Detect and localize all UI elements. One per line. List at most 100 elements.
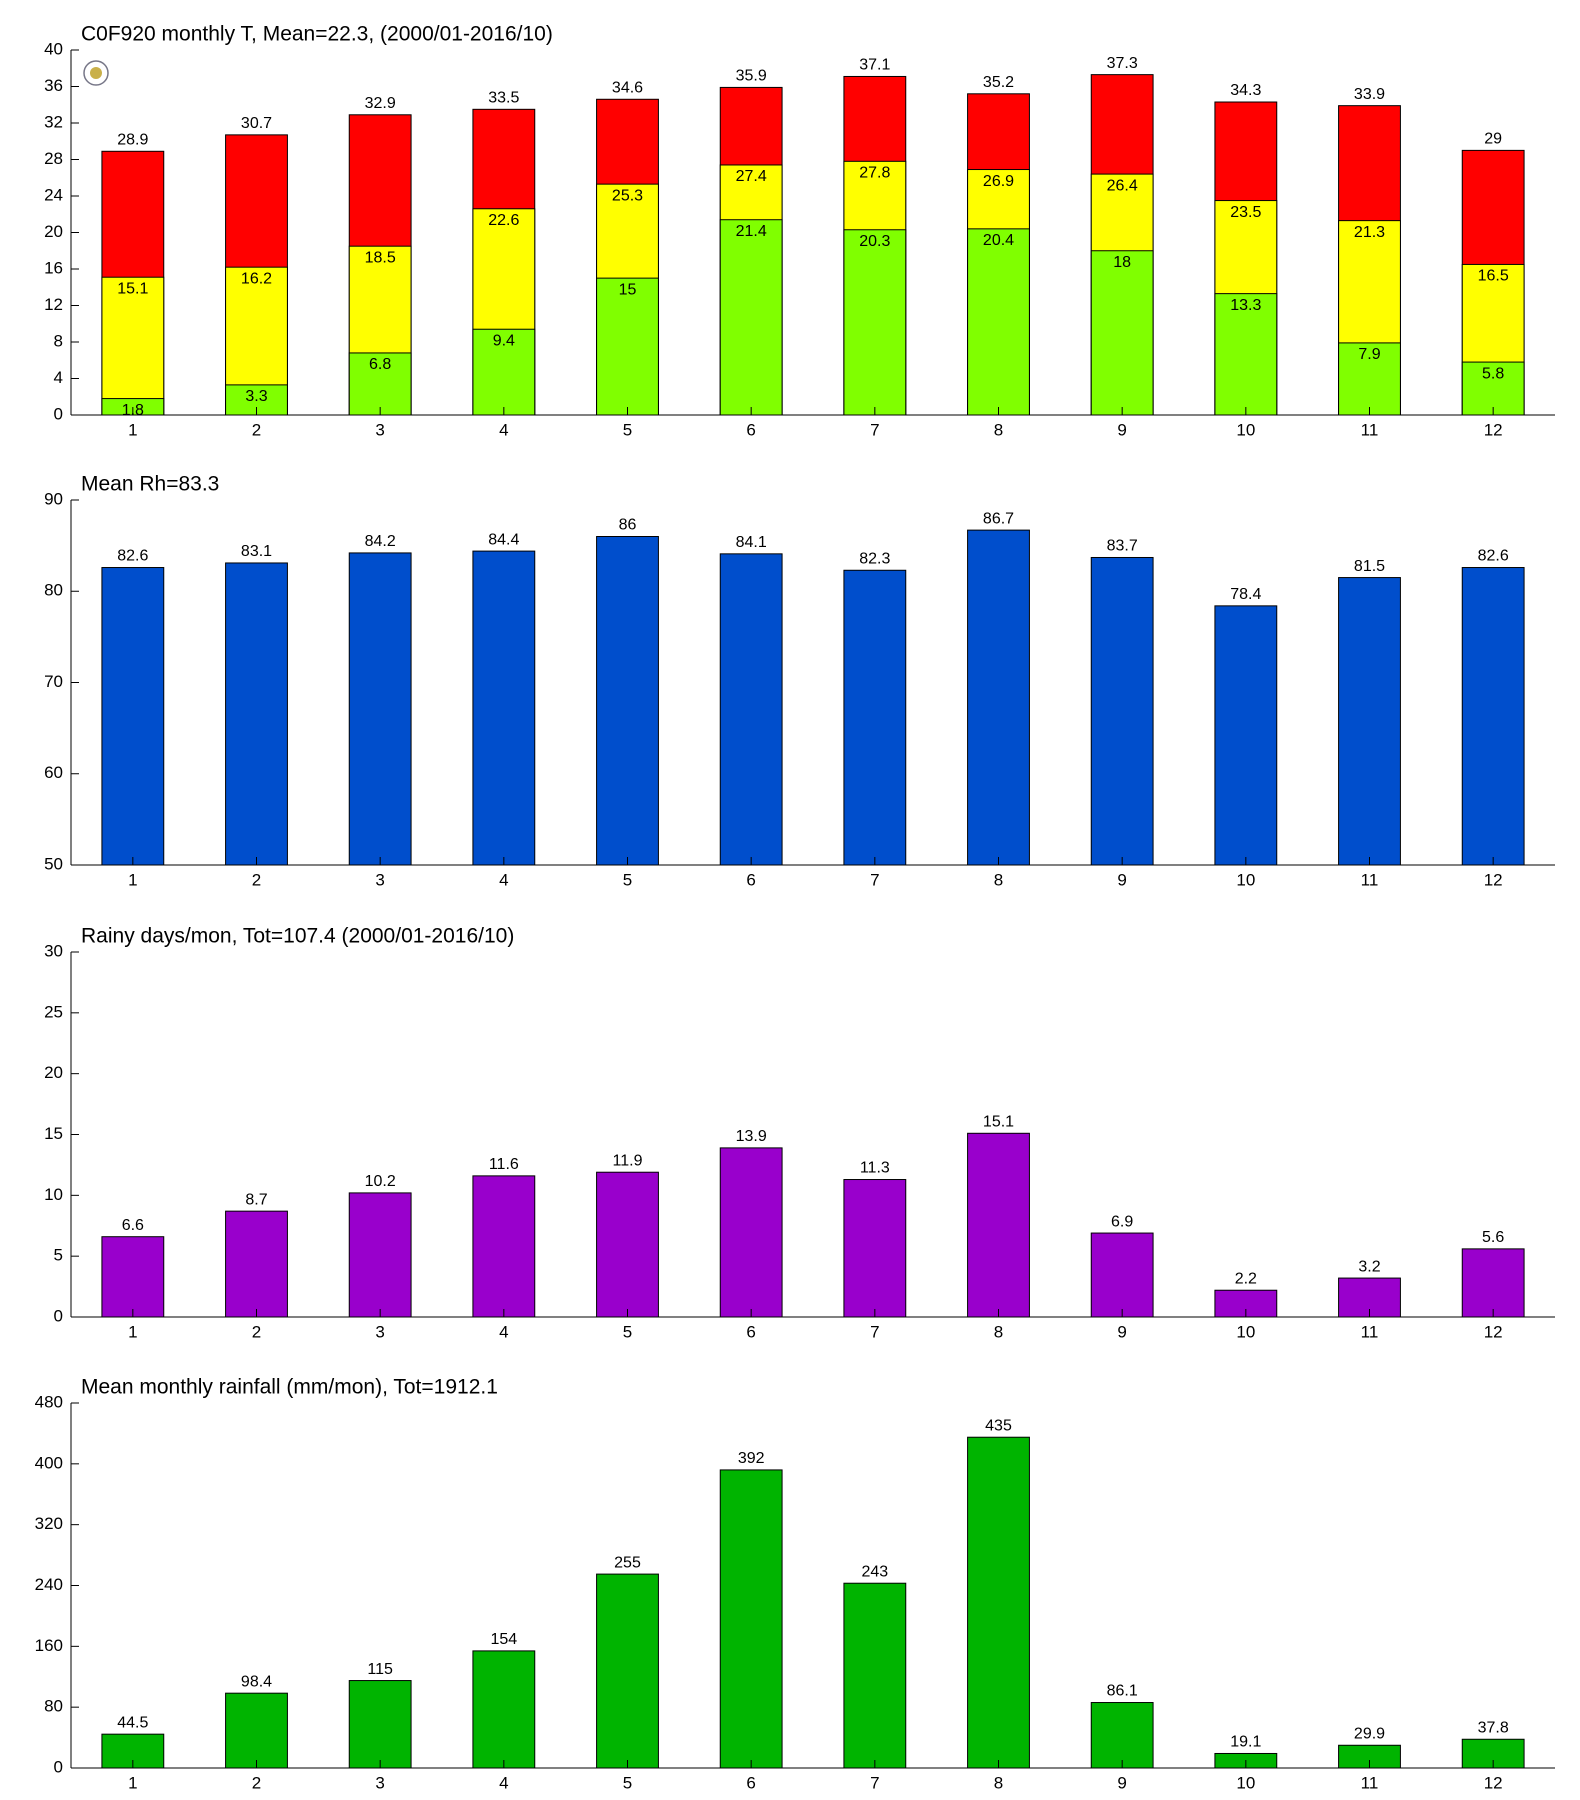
bar bbox=[596, 536, 659, 866]
x-tick-label: 9 bbox=[1117, 420, 1126, 439]
y-tick-label: 16 bbox=[44, 258, 63, 277]
x-tick-label: 2 bbox=[252, 1322, 261, 1341]
data-label: 15.1 bbox=[117, 280, 148, 297]
data-label: 13.9 bbox=[736, 1128, 767, 1145]
y-tick-label: 36 bbox=[44, 76, 63, 95]
bar bbox=[596, 277, 659, 416]
data-label: 18 bbox=[1113, 254, 1131, 271]
data-label: 30.7 bbox=[241, 115, 272, 132]
data-label: 98.4 bbox=[241, 1673, 272, 1690]
bar bbox=[472, 1650, 536, 1769]
y-tick-label: 20 bbox=[44, 222, 63, 241]
data-label: 84.2 bbox=[365, 533, 396, 550]
y-tick-label: 160 bbox=[35, 1636, 63, 1655]
y-tick-label: 40 bbox=[44, 39, 63, 58]
bar bbox=[225, 1692, 288, 1769]
data-label: 82.6 bbox=[117, 548, 148, 565]
data-label: 37.8 bbox=[1478, 1719, 1509, 1736]
bar bbox=[1090, 1702, 1154, 1769]
data-label: 32.9 bbox=[365, 95, 396, 112]
bar bbox=[472, 328, 536, 416]
data-label: 35.2 bbox=[983, 74, 1014, 91]
data-label: 84.1 bbox=[736, 534, 767, 551]
x-tick-label: 4 bbox=[499, 870, 508, 889]
bar bbox=[225, 562, 288, 866]
bar bbox=[101, 1236, 165, 1318]
x-tick-label: 12 bbox=[1484, 1773, 1503, 1792]
x-tick-label: 5 bbox=[623, 1773, 632, 1792]
bar bbox=[967, 1436, 1030, 1769]
data-label: 10.2 bbox=[365, 1173, 396, 1190]
data-label: 37.3 bbox=[1107, 55, 1138, 72]
x-tick-label: 10 bbox=[1236, 870, 1255, 889]
x-tick-label: 3 bbox=[375, 1322, 384, 1341]
logo-core bbox=[90, 67, 102, 79]
x-tick-label: 8 bbox=[994, 1773, 1003, 1792]
x-tick-label: 3 bbox=[375, 1773, 384, 1792]
y-tick-label: 0 bbox=[54, 1306, 63, 1325]
y-tick-label: 8 bbox=[54, 331, 63, 350]
bar bbox=[348, 552, 412, 866]
chart-title: Mean Rh=83.3 bbox=[81, 473, 219, 496]
bar bbox=[719, 1147, 783, 1318]
y-tick-label: 320 bbox=[35, 1514, 63, 1533]
y-tick-label: 80 bbox=[44, 1697, 63, 1716]
x-tick-label: 10 bbox=[1236, 1322, 1255, 1341]
data-label: 16.2 bbox=[241, 270, 272, 287]
data-label: 5.8 bbox=[1482, 365, 1504, 382]
x-tick-label: 10 bbox=[1236, 420, 1255, 439]
x-tick-label: 1 bbox=[128, 1773, 137, 1792]
bar bbox=[843, 1582, 907, 1769]
data-label: 6.9 bbox=[1111, 1213, 1133, 1230]
y-tick-label: 24 bbox=[44, 185, 63, 204]
bar bbox=[348, 1680, 412, 1769]
data-label: 115 bbox=[367, 1661, 393, 1678]
data-label: 84.4 bbox=[488, 531, 519, 548]
x-tick-label: 1 bbox=[128, 870, 137, 889]
bar bbox=[719, 1469, 783, 1769]
x-tick-label: 7 bbox=[870, 420, 879, 439]
y-tick-label: 50 bbox=[44, 854, 63, 873]
data-label: 20.3 bbox=[859, 233, 890, 250]
bar bbox=[596, 1171, 659, 1318]
y-tick-label: 0 bbox=[54, 1757, 63, 1776]
bar bbox=[472, 550, 536, 866]
y-tick-label: 30 bbox=[44, 941, 63, 960]
data-label: 86.1 bbox=[1107, 1683, 1138, 1700]
data-label: 13.3 bbox=[1230, 297, 1261, 314]
bar bbox=[1338, 577, 1401, 866]
x-tick-label: 9 bbox=[1117, 870, 1126, 889]
bar bbox=[1090, 556, 1154, 866]
x-tick-label: 9 bbox=[1117, 1322, 1126, 1341]
y-tick-label: 28 bbox=[44, 149, 63, 168]
bar bbox=[101, 276, 165, 416]
x-tick-label: 5 bbox=[623, 1322, 632, 1341]
data-label: 82.3 bbox=[859, 550, 890, 567]
x-tick-label: 12 bbox=[1484, 420, 1503, 439]
x-tick-label: 12 bbox=[1484, 870, 1503, 889]
y-tick-label: 5 bbox=[54, 1246, 63, 1265]
bar bbox=[225, 1210, 288, 1318]
x-tick-label: 1 bbox=[128, 420, 137, 439]
x-tick-label: 9 bbox=[1117, 1773, 1126, 1792]
bar bbox=[843, 569, 907, 866]
x-tick-label: 8 bbox=[994, 420, 1003, 439]
y-tick-label: 400 bbox=[35, 1453, 63, 1472]
data-label: 8.7 bbox=[245, 1191, 267, 1208]
data-label: 255 bbox=[614, 1554, 641, 1571]
y-tick-label: 0 bbox=[54, 404, 63, 423]
data-label: 26.9 bbox=[983, 173, 1014, 190]
data-label: 35.9 bbox=[736, 68, 767, 85]
data-label: 22.6 bbox=[488, 212, 519, 229]
bar bbox=[719, 553, 783, 866]
data-label: 154 bbox=[490, 1631, 517, 1648]
y-tick-label: 480 bbox=[35, 1392, 63, 1411]
x-tick-label: 7 bbox=[870, 870, 879, 889]
y-tick-label: 20 bbox=[44, 1063, 63, 1082]
data-label: 27.8 bbox=[859, 165, 890, 182]
data-label: 34.3 bbox=[1230, 82, 1261, 99]
x-tick-label: 8 bbox=[994, 1322, 1003, 1341]
data-label: 83.7 bbox=[1107, 538, 1138, 555]
y-tick-label: 25 bbox=[44, 1002, 63, 1021]
data-label: 28.9 bbox=[117, 132, 148, 149]
